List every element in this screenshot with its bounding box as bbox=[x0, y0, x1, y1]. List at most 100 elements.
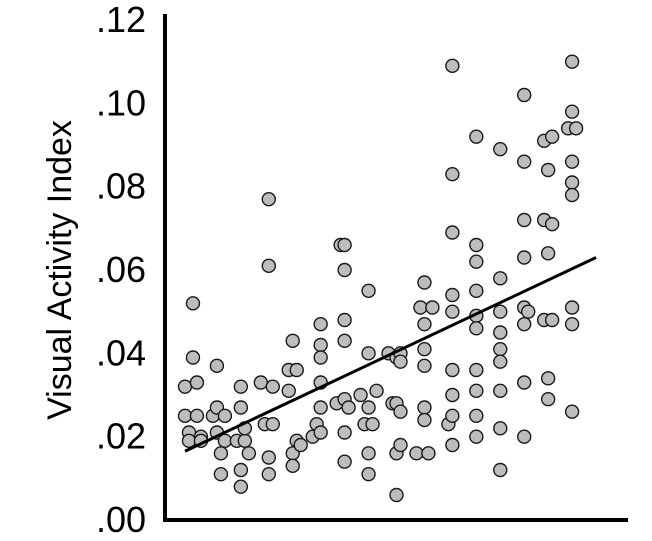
data-point bbox=[417, 400, 432, 415]
data-point bbox=[389, 487, 404, 503]
data-point bbox=[181, 433, 197, 449]
data-point bbox=[493, 354, 508, 369]
data-point bbox=[293, 437, 308, 453]
data-point bbox=[313, 400, 328, 415]
data-point bbox=[564, 54, 580, 69]
y-tick-label: .00 bbox=[96, 499, 146, 540]
data-point bbox=[493, 141, 508, 157]
data-point bbox=[337, 312, 352, 328]
data-point bbox=[469, 237, 484, 253]
data-point bbox=[289, 362, 304, 378]
data-point bbox=[261, 450, 276, 465]
data-point bbox=[261, 191, 276, 207]
data-point bbox=[361, 346, 376, 361]
y-tick-label: .02 bbox=[96, 416, 146, 457]
data-point bbox=[409, 446, 424, 461]
data-point bbox=[564, 187, 580, 203]
data-point bbox=[265, 379, 280, 394]
data-point bbox=[445, 408, 460, 424]
data-point bbox=[261, 258, 276, 274]
data-point bbox=[413, 300, 428, 315]
data-point bbox=[361, 446, 376, 461]
data-point bbox=[185, 296, 201, 311]
data-point bbox=[564, 404, 580, 419]
data-point bbox=[393, 404, 408, 419]
data-point bbox=[469, 383, 484, 399]
data-point bbox=[425, 300, 440, 315]
data-point bbox=[177, 408, 193, 424]
data-point bbox=[361, 400, 376, 415]
data-point bbox=[417, 412, 432, 428]
data-point bbox=[233, 479, 249, 494]
data-point bbox=[217, 408, 233, 424]
data-point bbox=[469, 283, 484, 299]
data-point bbox=[313, 337, 328, 353]
data-point bbox=[564, 104, 580, 119]
data-point bbox=[213, 466, 229, 482]
data-point bbox=[341, 400, 356, 415]
data-point bbox=[253, 375, 269, 390]
data-point bbox=[445, 287, 460, 303]
data-point bbox=[469, 408, 484, 424]
data-point bbox=[189, 375, 205, 390]
data-point bbox=[469, 254, 484, 269]
data-point bbox=[469, 129, 484, 144]
data-point bbox=[217, 433, 233, 449]
data-point bbox=[521, 304, 536, 319]
data-point bbox=[417, 341, 432, 357]
data-point bbox=[233, 462, 249, 478]
data-point bbox=[233, 379, 249, 394]
data-point bbox=[241, 446, 257, 461]
data-point bbox=[361, 283, 376, 299]
data-point bbox=[564, 175, 580, 190]
data-point bbox=[417, 316, 432, 332]
data-point bbox=[417, 275, 432, 290]
data-point bbox=[493, 325, 508, 340]
data-point bbox=[353, 387, 368, 403]
data-point bbox=[517, 250, 532, 265]
data-point bbox=[365, 416, 380, 432]
data-point bbox=[237, 433, 253, 449]
data-point bbox=[285, 458, 300, 474]
data-point bbox=[265, 416, 280, 432]
data-point bbox=[493, 462, 508, 478]
data-point bbox=[337, 454, 352, 469]
y-tick-labels: .00 .02 .04 .06 .08 .10 .12 bbox=[96, 0, 146, 540]
data-point bbox=[568, 121, 584, 136]
data-point bbox=[213, 446, 229, 461]
y-tick-label: .08 bbox=[96, 166, 146, 207]
data-point bbox=[337, 237, 352, 253]
data-point bbox=[313, 350, 328, 365]
data-point bbox=[445, 166, 460, 182]
data-point bbox=[540, 371, 556, 386]
data-point bbox=[281, 383, 296, 399]
data-point bbox=[421, 446, 436, 461]
data-point bbox=[369, 383, 384, 399]
data-point bbox=[517, 429, 532, 444]
data-point bbox=[517, 154, 532, 169]
data-point bbox=[564, 300, 580, 315]
y-tick-label: .10 bbox=[96, 82, 146, 123]
data-point bbox=[445, 58, 460, 74]
data-point bbox=[517, 212, 532, 228]
y-tick-label: .12 bbox=[96, 0, 146, 40]
data-point bbox=[285, 333, 300, 349]
data-point bbox=[337, 425, 352, 440]
y-tick-label: .04 bbox=[96, 332, 146, 373]
data-point bbox=[337, 262, 352, 278]
y-axis-label: Visual Activity Index bbox=[41, 120, 79, 420]
data-point bbox=[493, 271, 508, 286]
data-point bbox=[493, 421, 508, 436]
data-point bbox=[517, 316, 532, 332]
data-point bbox=[261, 466, 276, 482]
data-point bbox=[564, 154, 580, 169]
data-point bbox=[393, 354, 408, 369]
data-point bbox=[517, 375, 532, 390]
data-point bbox=[233, 400, 249, 415]
data-point bbox=[544, 216, 560, 232]
data-point bbox=[540, 246, 556, 261]
data-point bbox=[493, 383, 508, 399]
data-point bbox=[540, 391, 556, 407]
data-point bbox=[445, 304, 460, 319]
